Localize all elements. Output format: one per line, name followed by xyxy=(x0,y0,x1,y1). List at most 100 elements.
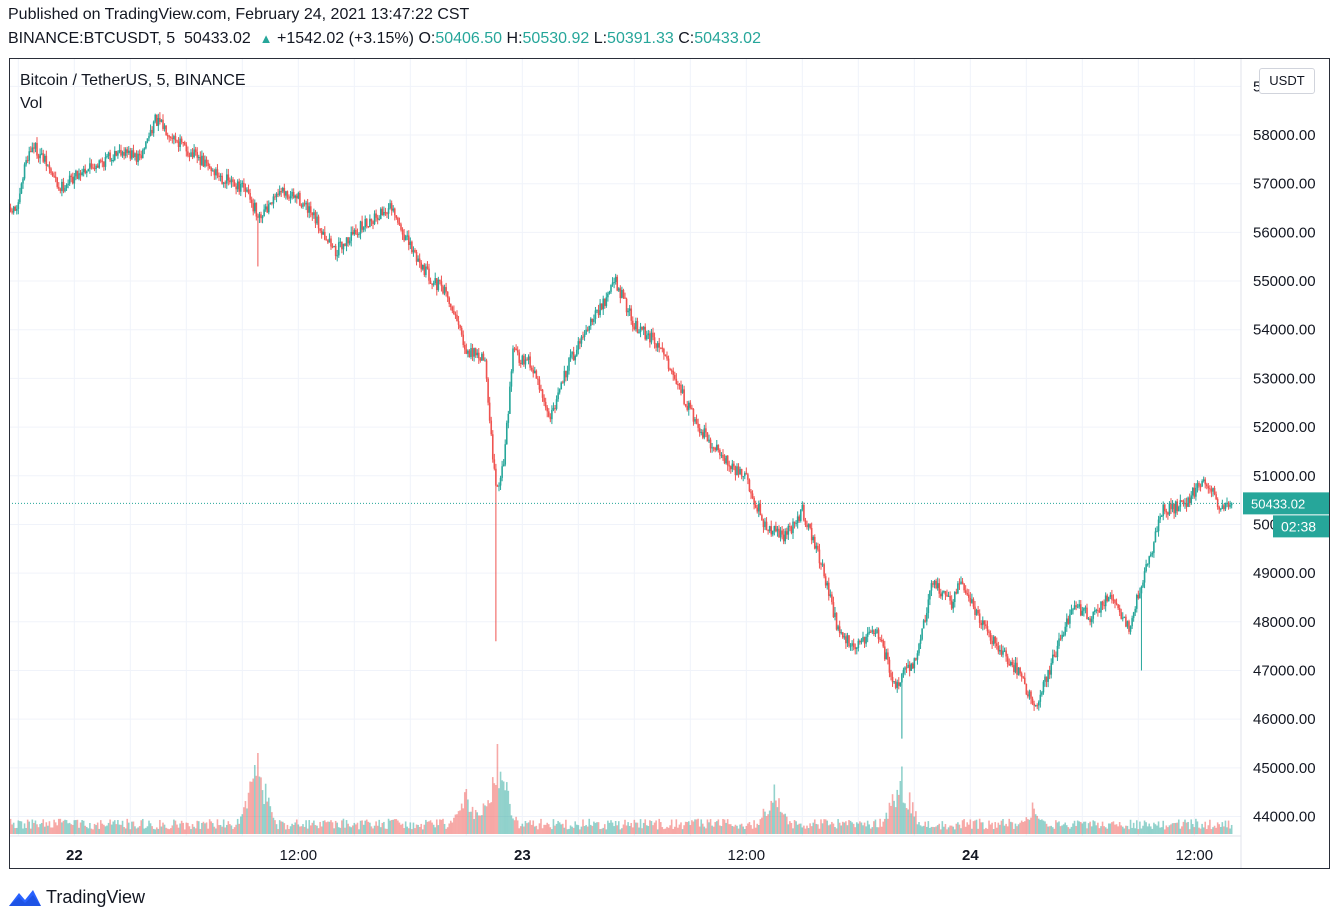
volume-bar xyxy=(1159,827,1161,834)
volume-bar xyxy=(1014,823,1017,834)
candle-body xyxy=(1190,495,1193,504)
volume-bar xyxy=(843,822,846,834)
candle-body xyxy=(893,681,895,683)
volume-bar xyxy=(333,828,335,834)
volume-bar xyxy=(709,819,712,834)
candle-body xyxy=(43,155,46,162)
candle-body xyxy=(672,370,675,376)
volume-bar xyxy=(96,822,99,834)
volume-bar xyxy=(168,829,171,834)
candle-body xyxy=(1104,595,1107,607)
currency-button[interactable]: USDT xyxy=(1259,68,1315,94)
candle-body xyxy=(869,631,872,633)
volume-bar xyxy=(384,828,387,834)
candle-body xyxy=(289,196,292,199)
volume-bar xyxy=(729,824,732,834)
candle-body xyxy=(1177,506,1180,512)
volume-bar xyxy=(728,824,731,834)
volume-bar xyxy=(1028,819,1031,834)
volume-bar xyxy=(1212,827,1214,834)
volume-bar xyxy=(812,822,815,834)
volume-bar xyxy=(73,820,76,834)
volume-bar xyxy=(40,822,43,834)
volume-bar xyxy=(459,810,461,834)
volume-bar xyxy=(1112,821,1115,834)
volume-bar xyxy=(1092,820,1095,834)
volume-bar xyxy=(1137,829,1140,834)
candle-body xyxy=(429,280,432,284)
time-axis[interactable]: 22 12:00 23 12:00 24 12:00 xyxy=(9,835,1241,864)
volume-bar xyxy=(798,823,801,834)
volume-bar xyxy=(82,820,85,834)
candle-body xyxy=(137,153,139,162)
candle-body xyxy=(1086,607,1088,620)
volume-bar xyxy=(989,824,992,834)
candle-body xyxy=(11,210,13,213)
volume-bar xyxy=(795,821,797,834)
volume-bar xyxy=(453,817,455,834)
volume-bar xyxy=(855,822,858,834)
volume-bar xyxy=(611,822,614,834)
volume-bar xyxy=(1069,828,1071,834)
price-tick-label: 44000.00 xyxy=(1253,809,1316,826)
candle-body xyxy=(597,310,600,316)
candle-body xyxy=(823,564,825,577)
candle-body xyxy=(208,165,211,168)
candlestick-chart[interactable]: 59000.0058000.0057000.0056000.0055000.00… xyxy=(9,58,1330,869)
candle-body xyxy=(964,590,967,594)
volume-bar xyxy=(1050,825,1053,834)
volume-bar xyxy=(1064,822,1067,834)
volume-bar xyxy=(658,818,661,834)
volume-bar xyxy=(925,826,928,834)
candle-body xyxy=(1137,595,1140,599)
volume-bar xyxy=(743,829,746,834)
candle-body xyxy=(999,649,1001,652)
volume-bar xyxy=(471,806,474,834)
volume-bar xyxy=(460,803,463,834)
candle-body xyxy=(907,664,909,668)
candle-body xyxy=(1016,662,1018,675)
volume-bar xyxy=(277,829,279,834)
change-value: +1542.02 (+3.15%) xyxy=(276,30,414,47)
candle-body xyxy=(666,356,668,359)
candle-body xyxy=(720,454,723,456)
candle-body xyxy=(740,469,743,477)
candle-body xyxy=(337,242,340,256)
volume-bar xyxy=(745,825,748,834)
volume-bar xyxy=(1017,824,1020,834)
volume-bar xyxy=(89,823,91,834)
volume-bar xyxy=(966,822,969,834)
candle-body xyxy=(653,337,656,344)
candle-body xyxy=(1151,552,1154,555)
candle-body xyxy=(93,168,96,170)
candle-body xyxy=(561,382,564,384)
volume-bar xyxy=(848,820,850,834)
candle-body xyxy=(1092,611,1095,619)
candle-body xyxy=(291,191,293,197)
candle-body xyxy=(683,389,685,405)
footer-brand[interactable]: TradingView xyxy=(8,884,145,910)
candle-body xyxy=(1223,505,1225,510)
candle-body xyxy=(971,599,973,603)
volume-bar xyxy=(824,819,827,834)
volume-bar xyxy=(1078,821,1081,834)
candle-body xyxy=(37,155,40,159)
candle-body xyxy=(537,378,539,380)
candle-body xyxy=(499,477,502,486)
volume-bar xyxy=(23,823,26,834)
candle-body xyxy=(17,202,20,209)
volume-bar xyxy=(383,821,385,834)
candle-body xyxy=(445,287,447,292)
candle-body xyxy=(656,343,659,348)
candle-body xyxy=(977,609,979,614)
volume-bar xyxy=(36,824,38,834)
candle-body xyxy=(846,635,849,644)
volume-bar xyxy=(680,822,682,834)
candle-body xyxy=(1143,571,1146,583)
candle-body xyxy=(327,240,329,243)
volume-bar xyxy=(1148,823,1151,834)
volume-bar xyxy=(361,820,363,834)
volume-bar xyxy=(336,822,339,834)
volume-bar xyxy=(893,800,895,834)
volume-bar xyxy=(1051,827,1054,834)
